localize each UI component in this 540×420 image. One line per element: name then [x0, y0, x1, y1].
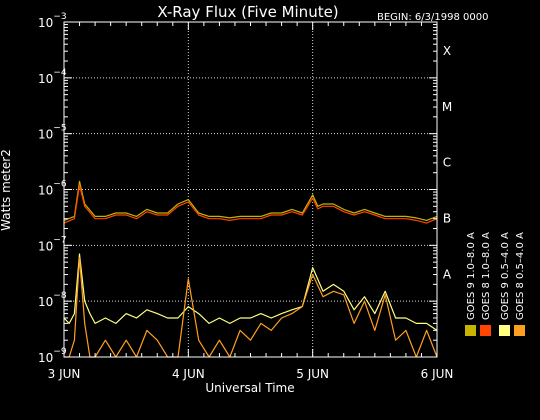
flare-class-label: C [443, 156, 451, 170]
x-tick-label: 6 JUN [421, 367, 454, 381]
legend-entry: GOES 8 1.0–8.0 A [480, 232, 492, 336]
y-axis-label: Watts meter2 [0, 149, 13, 231]
legend-swatch [514, 325, 525, 336]
y-tick-exponent: −8 [53, 291, 67, 301]
y-tick-exponent: −4 [53, 68, 67, 78]
legend-label: GOES 9 1.0–8.0 A [466, 232, 477, 320]
grid-layer [64, 22, 437, 357]
legend-entry: GOES 9 1.0–8.0 A [465, 232, 477, 336]
y-tick-exponent: −9 [53, 347, 67, 357]
legend-swatch [480, 325, 491, 336]
y-axis-ticks: 10−9 10−8 10−7 10−6 10−5 10−4 10−3 [38, 12, 437, 365]
x-axis-label: Universal Time [205, 381, 294, 395]
series-line-4 [63, 253, 438, 331]
y-tick-exponent: −6 [53, 180, 67, 190]
series-line-2 [64, 257, 438, 358]
begin-date: BEGIN: 6/3/1998 0000 [377, 12, 488, 23]
y-tick-label: 10−8 [38, 291, 67, 309]
legend-entry: GOES 8 0.5–4.0 A [514, 232, 526, 336]
y-tick-label: 10−7 [38, 235, 67, 253]
legend-swatch [465, 325, 476, 336]
flare-class-label: X [443, 44, 451, 58]
y-tick-label: 10−4 [38, 68, 67, 86]
legend-entry: GOES 9 0.5–4.0 A [499, 232, 511, 336]
legend-label: GOES 9 0.5–4.0 A [500, 232, 511, 320]
chart-title: X-Ray Flux (Five Minute) [157, 3, 338, 21]
series-line-1 [63, 184, 438, 224]
legend-swatch [499, 325, 510, 336]
y-tick-exponent: −5 [53, 124, 66, 134]
flare-class-label: A [443, 267, 452, 281]
x-tick-label: 4 JUN [172, 367, 205, 381]
legend-label: GOES 8 0.5–4.0 A [515, 232, 526, 320]
flare-class-label: M [442, 100, 452, 114]
x-axis-ticks: 3 JUN 4 JUN 5 JUN 6 JUN [48, 22, 454, 381]
legend-label: GOES 8 1.0–8.0 A [481, 232, 492, 320]
x-tick-label: 3 JUN [48, 367, 81, 381]
y-tick-label: 10−3 [38, 12, 67, 30]
x-tick-label: 5 JUN [296, 367, 329, 381]
flare-class-labels: A B C M X [442, 44, 452, 281]
y-tick-exponent: −3 [53, 12, 66, 22]
y-tick-label: 10−6 [38, 180, 67, 198]
flare-class-label: B [443, 211, 451, 225]
series-line-3 [63, 180, 438, 221]
series-layer [63, 180, 438, 358]
y-tick-label: 10−9 [38, 347, 67, 365]
y-tick-label: 10−5 [38, 124, 67, 142]
y-tick-exponent: −7 [53, 235, 66, 245]
legend: GOES 9 1.0–8.0 A GOES 8 1.0–8.0 A GOES 9 0… [465, 232, 526, 336]
